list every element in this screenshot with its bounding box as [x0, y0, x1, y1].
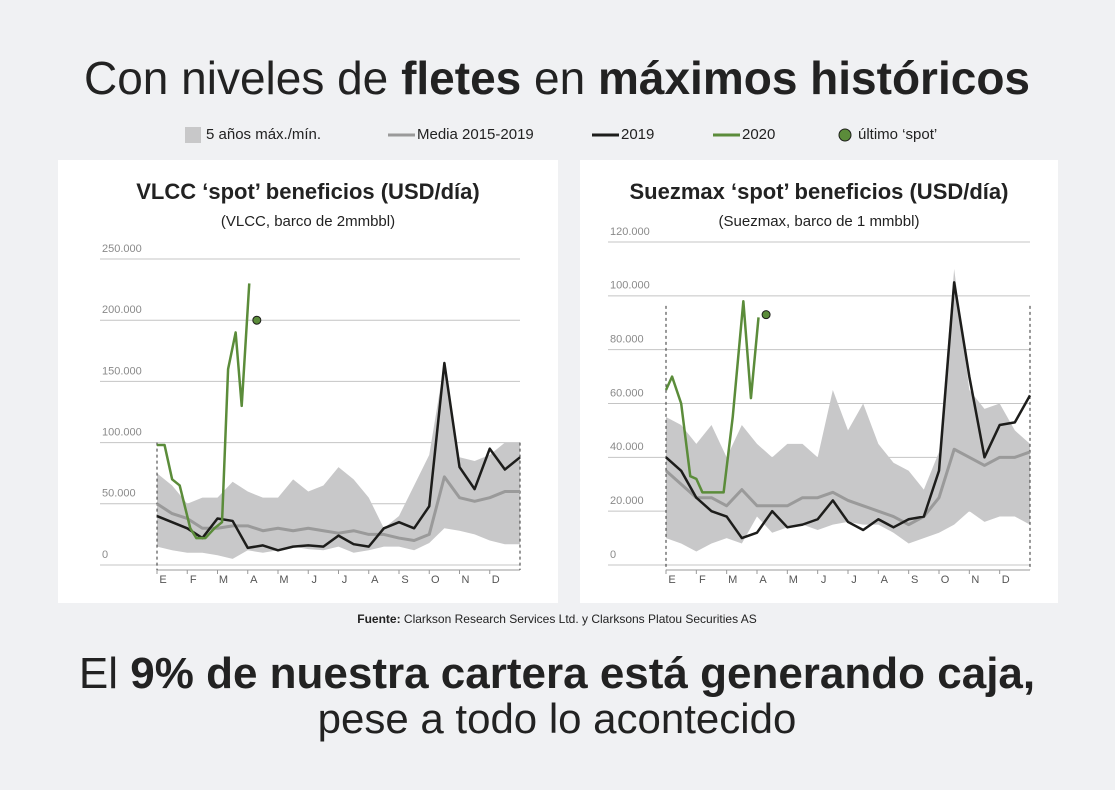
- source-label: Fuente:: [357, 612, 400, 626]
- headline-part: El: [79, 649, 130, 698]
- last-spot: [252, 315, 262, 325]
- line-2019: [665, 281, 1032, 540]
- line-2020: [157, 283, 251, 540]
- source-text: Clarkson Research Services Ltd. y Clarks…: [401, 612, 757, 626]
- legend-label: último ‘spot’: [858, 126, 937, 143]
- x-tick-label: F: [190, 574, 197, 586]
- y-tick-label: 0: [610, 549, 616, 561]
- x-tick-label: A: [371, 574, 379, 586]
- x-tick-label: M: [728, 574, 737, 586]
- x-tick-label: O: [431, 574, 440, 586]
- x-tick-label: J: [821, 574, 827, 586]
- legend-label: 5 años máx./mín.: [206, 126, 321, 143]
- legend-label: Media 2015-2019: [417, 126, 534, 143]
- title-part: fletes: [401, 52, 521, 104]
- chart-subtitle: (Suezmax, barco de 1 mmbbl): [719, 213, 920, 230]
- x-tick-label: M: [279, 574, 288, 586]
- min-max-band: [157, 363, 520, 559]
- headline-part: 9% de nuestra cartera está generando caj…: [130, 649, 1035, 698]
- line-2020: [664, 299, 760, 494]
- x-tick-label: M: [219, 574, 228, 586]
- x-tick-label: F: [699, 574, 706, 586]
- title-part: Con niveles de: [84, 52, 401, 104]
- y-tick-label: 250.000: [102, 243, 142, 255]
- legend-swatch: [185, 127, 201, 143]
- last-spot: [761, 310, 771, 320]
- line-2019: [156, 361, 521, 552]
- min-max-band: [666, 268, 1030, 552]
- x-tick-label: J: [312, 574, 318, 586]
- source: Fuente: Clarkson Research Services Ltd. …: [357, 612, 757, 626]
- x-tick-label: J: [342, 574, 348, 586]
- x-tick-label: M: [789, 574, 798, 586]
- y-tick-label: 100.000: [610, 280, 650, 292]
- legend-swatch: [838, 128, 852, 142]
- x-tick-label: A: [759, 574, 767, 586]
- y-tick-label: 50.000: [102, 488, 136, 500]
- x-tick-label: D: [1002, 574, 1010, 586]
- x-tick-label: N: [462, 574, 470, 586]
- y-tick-label: 20.000: [610, 495, 644, 507]
- main-title: Con niveles de fletes en máximos históri…: [84, 52, 1030, 104]
- headline-line2: pese a todo lo acontecido: [318, 695, 797, 742]
- y-tick-label: 120.000: [610, 226, 650, 238]
- x-tick-label: A: [881, 574, 889, 586]
- legend-label: 2020: [742, 126, 775, 143]
- x-tick-label: S: [911, 574, 918, 586]
- average-line: [665, 447, 1031, 527]
- y-tick-label: 100.000: [102, 427, 142, 439]
- x-tick-label: N: [971, 574, 979, 586]
- y-tick-label: 200.000: [102, 304, 142, 316]
- chart-title: VLCC ‘spot’ beneficios (USD/día): [136, 179, 479, 204]
- y-tick-label: 0: [102, 549, 108, 561]
- x-tick-label: S: [401, 574, 408, 586]
- x-tick-label: A: [250, 574, 258, 586]
- title-part: máximos históricos: [598, 52, 1030, 104]
- headline: El 9% de nuestra cartera está generando …: [79, 649, 1035, 698]
- y-tick-label: 40.000: [610, 441, 644, 453]
- average-line: [156, 475, 520, 543]
- x-tick-label: E: [159, 574, 166, 586]
- chart-title: Suezmax ‘spot’ beneficios (USD/día): [630, 179, 1009, 204]
- y-tick-label: 150.000: [102, 365, 142, 377]
- y-tick-label: 60.000: [610, 387, 644, 399]
- x-tick-label: E: [668, 574, 675, 586]
- x-tick-label: O: [941, 574, 950, 586]
- legend-label: 2019: [621, 126, 654, 143]
- title-part: en: [521, 52, 598, 104]
- x-tick-label: D: [492, 574, 500, 586]
- chart-subtitle: (VLCC, barco de 2mmbbl): [221, 213, 395, 230]
- y-tick-label: 80.000: [610, 334, 644, 346]
- x-tick-label: J: [851, 574, 857, 586]
